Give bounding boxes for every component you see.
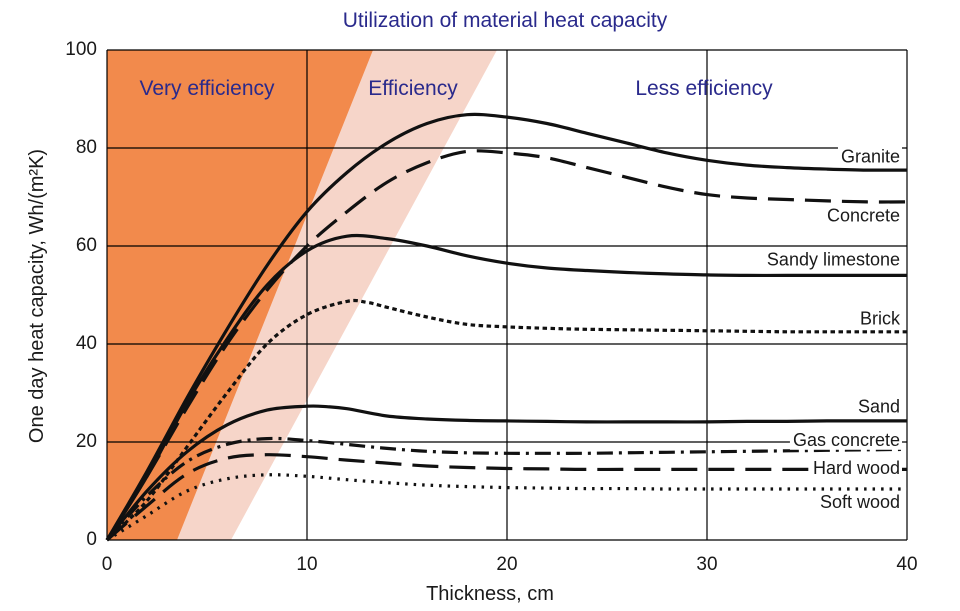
series-label-backing: [816, 492, 902, 512]
x-tick-label: 40: [896, 554, 917, 575]
zone-label-very-efficiency: Very efficiency: [139, 77, 275, 100]
curve-sand: [105, 404, 907, 542]
tick-labels: 0 10 20 30 40 0 20 40 60 80 100: [65, 39, 917, 575]
x-tick-label: 20: [496, 554, 517, 575]
series-label-backing: [837, 146, 902, 167]
series-label-backing: [854, 396, 902, 417]
x-axis-title: Thickness, cm: [426, 583, 554, 605]
x-tick-label: 10: [296, 554, 317, 575]
series-label-backing: [857, 308, 903, 329]
curve-sandy-limestone: [105, 233, 907, 541]
series-label-granite: Granite: [841, 147, 900, 167]
series-label-soft-wood: Soft wood: [820, 492, 900, 512]
x-tick-label: 0: [102, 554, 113, 575]
series-label-backing: [789, 429, 902, 450]
y-tick-label: 40: [76, 333, 97, 354]
zone-label-less-efficiency: Less efficiency: [635, 77, 773, 100]
series-label-brick: Brick: [860, 308, 901, 328]
curve-brick: [105, 298, 907, 542]
series-label-sand: Sand: [858, 396, 900, 416]
series-label-backing: [763, 249, 902, 270]
y-tick-label: 0: [86, 529, 97, 550]
y-tick-label: 80: [76, 137, 97, 158]
y-tick-label: 20: [76, 431, 97, 452]
curve-concrete: [105, 149, 908, 541]
series-label-gas-concrete: Gas concrete: [793, 430, 900, 450]
y-axis-title: One day heat capacity, Wh/(m²K): [26, 149, 48, 443]
series-label-backing: [823, 205, 902, 226]
grid: [106, 49, 908, 541]
series-label-hard-wood: Hard wood: [813, 458, 900, 478]
series-label-concrete: Concrete: [827, 205, 900, 225]
zone-label-efficiency: Efficiency: [368, 77, 458, 100]
y-tick-label: 100: [65, 39, 97, 60]
curves: [105, 112, 908, 542]
curve-granite: [105, 112, 908, 541]
x-tick-label: 30: [696, 554, 717, 575]
y-tick-label: 60: [76, 235, 97, 256]
curve-gas-concrete: [105, 436, 908, 542]
efficiency-zones: [107, 50, 497, 540]
series-labels: Granite Concrete Sandy limestone Brick Sand G…: [763, 146, 903, 512]
curve-hard-wood: [105, 453, 907, 542]
series-label-backing: [809, 458, 902, 479]
chart-title: Utilization of material heat capacity: [343, 9, 668, 32]
series-label-sandy-limestone: Sandy limestone: [767, 249, 900, 269]
